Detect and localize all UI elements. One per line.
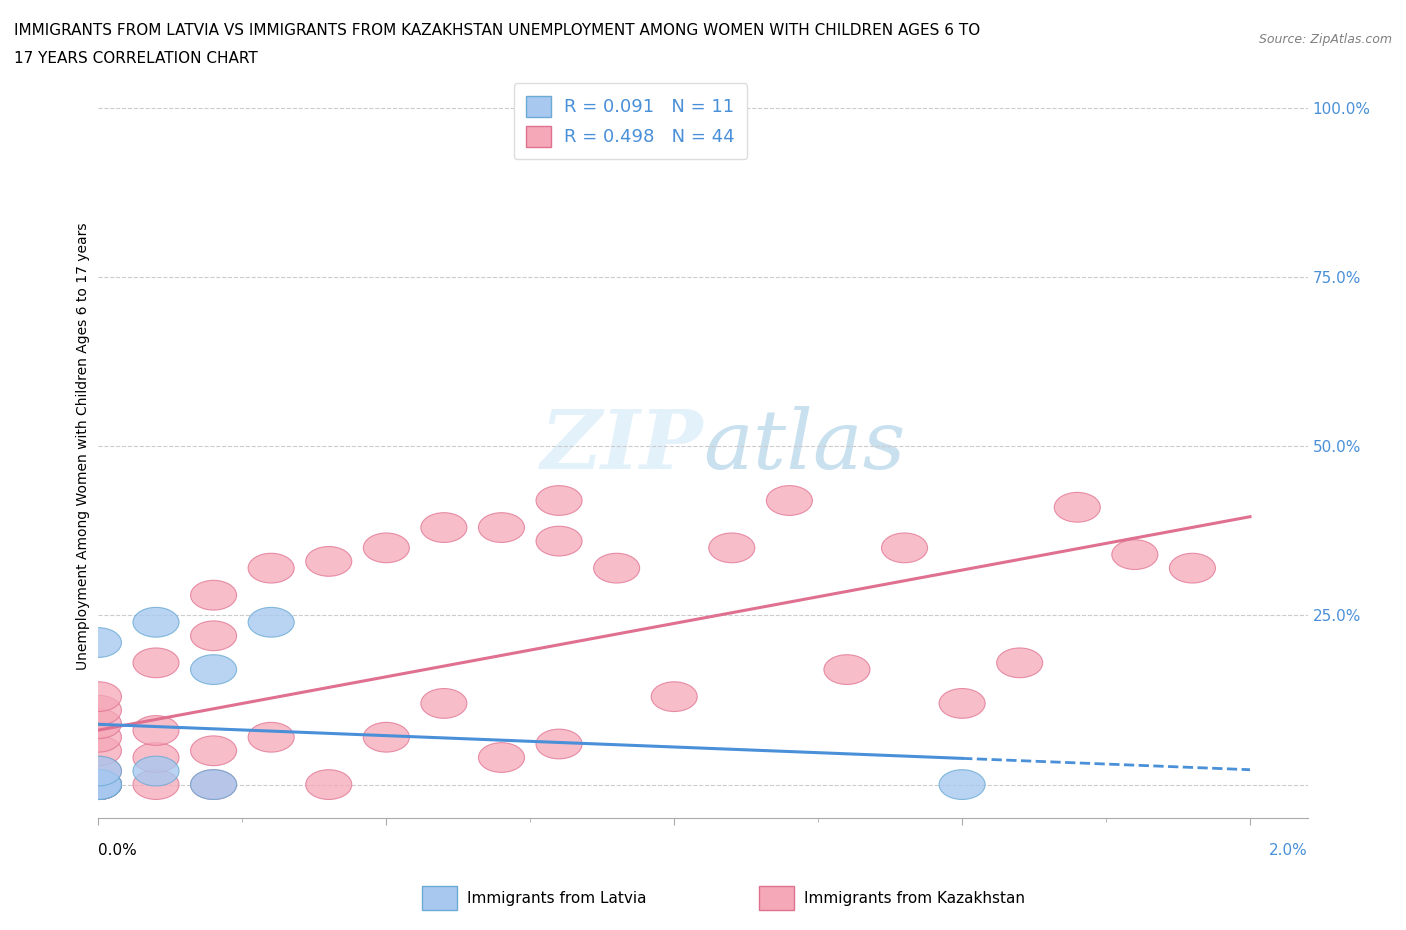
Ellipse shape bbox=[76, 770, 121, 800]
Ellipse shape bbox=[191, 770, 236, 800]
Legend: R = 0.091   N = 11, R = 0.498   N = 44: R = 0.091 N = 11, R = 0.498 N = 44 bbox=[513, 84, 748, 159]
Ellipse shape bbox=[939, 770, 986, 800]
Ellipse shape bbox=[1170, 553, 1215, 583]
Ellipse shape bbox=[247, 553, 294, 583]
Ellipse shape bbox=[76, 770, 121, 800]
Ellipse shape bbox=[134, 756, 179, 786]
Ellipse shape bbox=[363, 533, 409, 563]
Ellipse shape bbox=[191, 736, 236, 765]
Ellipse shape bbox=[134, 715, 179, 745]
Ellipse shape bbox=[76, 770, 121, 800]
Ellipse shape bbox=[824, 655, 870, 684]
Ellipse shape bbox=[191, 621, 236, 651]
Ellipse shape bbox=[363, 723, 409, 752]
Ellipse shape bbox=[1054, 492, 1101, 522]
Ellipse shape bbox=[76, 770, 121, 800]
Ellipse shape bbox=[536, 485, 582, 515]
Ellipse shape bbox=[478, 743, 524, 773]
Ellipse shape bbox=[76, 756, 121, 786]
Ellipse shape bbox=[593, 553, 640, 583]
Ellipse shape bbox=[76, 756, 121, 786]
Ellipse shape bbox=[76, 628, 121, 658]
Ellipse shape bbox=[651, 682, 697, 711]
Ellipse shape bbox=[134, 648, 179, 678]
Ellipse shape bbox=[191, 655, 236, 684]
Ellipse shape bbox=[191, 580, 236, 610]
Ellipse shape bbox=[76, 709, 121, 738]
Text: Source: ZipAtlas.com: Source: ZipAtlas.com bbox=[1258, 33, 1392, 46]
Ellipse shape bbox=[305, 770, 352, 800]
Ellipse shape bbox=[76, 770, 121, 800]
Text: ZIP: ZIP bbox=[540, 406, 703, 486]
Ellipse shape bbox=[478, 512, 524, 542]
Ellipse shape bbox=[247, 607, 294, 637]
Text: IMMIGRANTS FROM LATVIA VS IMMIGRANTS FROM KAZAKHSTAN UNEMPLOYMENT AMONG WOMEN WI: IMMIGRANTS FROM LATVIA VS IMMIGRANTS FRO… bbox=[14, 23, 980, 38]
Text: 2.0%: 2.0% bbox=[1268, 844, 1308, 858]
Ellipse shape bbox=[536, 526, 582, 556]
Ellipse shape bbox=[766, 485, 813, 515]
Ellipse shape bbox=[76, 723, 121, 752]
Ellipse shape bbox=[997, 648, 1043, 678]
Text: 0.0%: 0.0% bbox=[98, 844, 138, 858]
Ellipse shape bbox=[709, 533, 755, 563]
Ellipse shape bbox=[420, 512, 467, 542]
Y-axis label: Unemployment Among Women with Children Ages 6 to 17 years: Unemployment Among Women with Children A… bbox=[76, 222, 90, 671]
Ellipse shape bbox=[76, 770, 121, 800]
Ellipse shape bbox=[76, 770, 121, 800]
Ellipse shape bbox=[536, 729, 582, 759]
Text: Immigrants from Latvia: Immigrants from Latvia bbox=[467, 891, 647, 906]
Ellipse shape bbox=[76, 682, 121, 711]
Ellipse shape bbox=[939, 688, 986, 718]
Ellipse shape bbox=[305, 547, 352, 577]
Ellipse shape bbox=[420, 688, 467, 718]
Text: 17 YEARS CORRELATION CHART: 17 YEARS CORRELATION CHART bbox=[14, 51, 257, 66]
Ellipse shape bbox=[882, 533, 928, 563]
Ellipse shape bbox=[76, 770, 121, 800]
Ellipse shape bbox=[134, 743, 179, 773]
Ellipse shape bbox=[134, 607, 179, 637]
Ellipse shape bbox=[1112, 539, 1159, 569]
Ellipse shape bbox=[76, 736, 121, 765]
Ellipse shape bbox=[76, 770, 121, 800]
Text: atlas: atlas bbox=[703, 406, 905, 486]
Ellipse shape bbox=[247, 723, 294, 752]
Text: Immigrants from Kazakhstan: Immigrants from Kazakhstan bbox=[804, 891, 1025, 906]
Ellipse shape bbox=[134, 770, 179, 800]
Ellipse shape bbox=[76, 696, 121, 725]
Ellipse shape bbox=[191, 770, 236, 800]
